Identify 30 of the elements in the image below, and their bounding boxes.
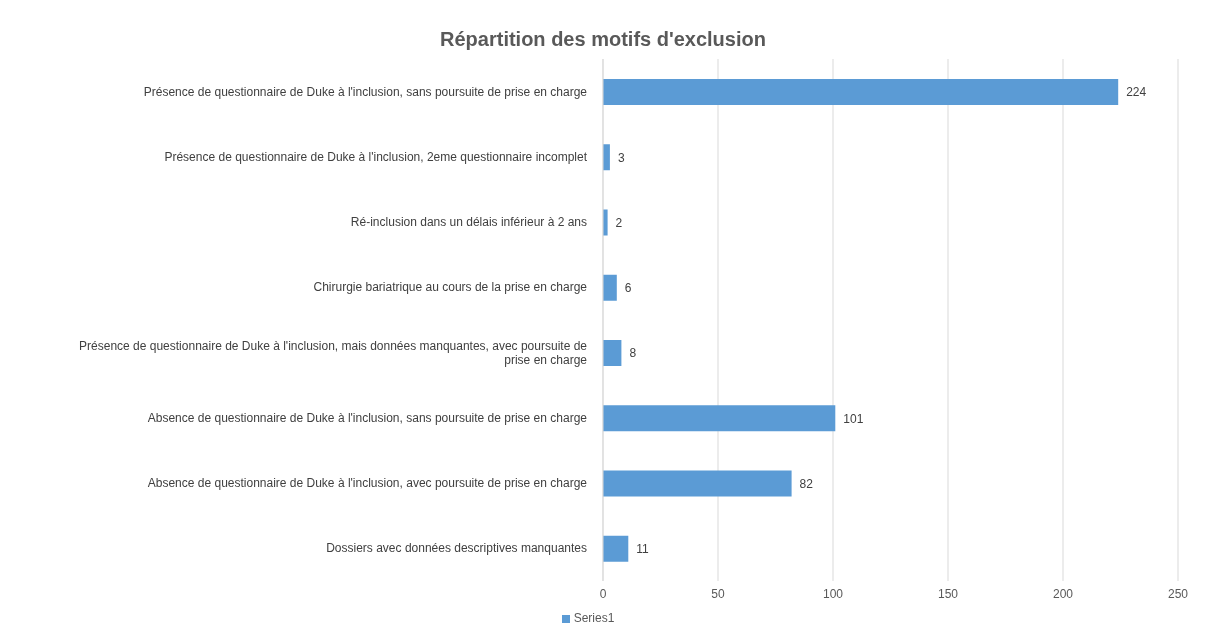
- data-label: 224: [1126, 85, 1147, 100]
- data-label: 3: [617, 150, 625, 165]
- x-tick-label: 150: [937, 586, 959, 601]
- data-label: 6: [624, 281, 632, 296]
- bar: [603, 274, 617, 301]
- bar: [603, 535, 629, 562]
- y-tick-label: Absence de questionnaire de Duke à l'inclusion, sans poursuite de prise en charge: [147, 410, 588, 425]
- legend-label: Series1: [573, 611, 615, 625]
- data-label: 11: [636, 542, 650, 557]
- bar: [603, 340, 622, 366]
- x-tick-label: 50: [711, 586, 725, 601]
- data-label: 82: [799, 476, 814, 491]
- y-tick-label: Présence de questionnaire de Duke à l'inclusion, sans poursuite de prise en charge: [143, 84, 588, 99]
- bar: [603, 79, 1119, 105]
- bar: [603, 405, 836, 432]
- data-label: 2: [615, 215, 623, 230]
- x-tick-label: 100: [822, 586, 844, 601]
- y-tick-label: Absence de questionnaire de Duke à l'inclusion, avec poursuite de prise en charge: [147, 476, 588, 491]
- bar: [603, 470, 792, 497]
- y-tick-label: Chirurgie bariatrique au cours de la prise en charge: [313, 280, 588, 295]
- y-tick-label: Présence de questionnaire de Duke à l'inclusion, mais données manquantes, avec poursuite de prise en charge: [79, 338, 588, 367]
- x-tick-label: 200: [1052, 586, 1074, 601]
- y-tick-label: Présence de questionnaire de Duke à l'inclusion, 2eme questionnaire incomplet: [164, 149, 588, 164]
- y-tick-label: Dossiers avec données descriptives manquantes: [326, 541, 587, 556]
- y-tick-label: Ré-inclusion dans un délais inférieur à 2 ans: [350, 215, 587, 230]
- x-tick-label: 0: [599, 586, 607, 601]
- data-label: 101: [843, 411, 864, 426]
- chart-title: Répartition des motifs d'exclusion: [439, 27, 767, 52]
- x-tick-label: 250: [1167, 586, 1189, 601]
- data-label: 8: [629, 346, 637, 361]
